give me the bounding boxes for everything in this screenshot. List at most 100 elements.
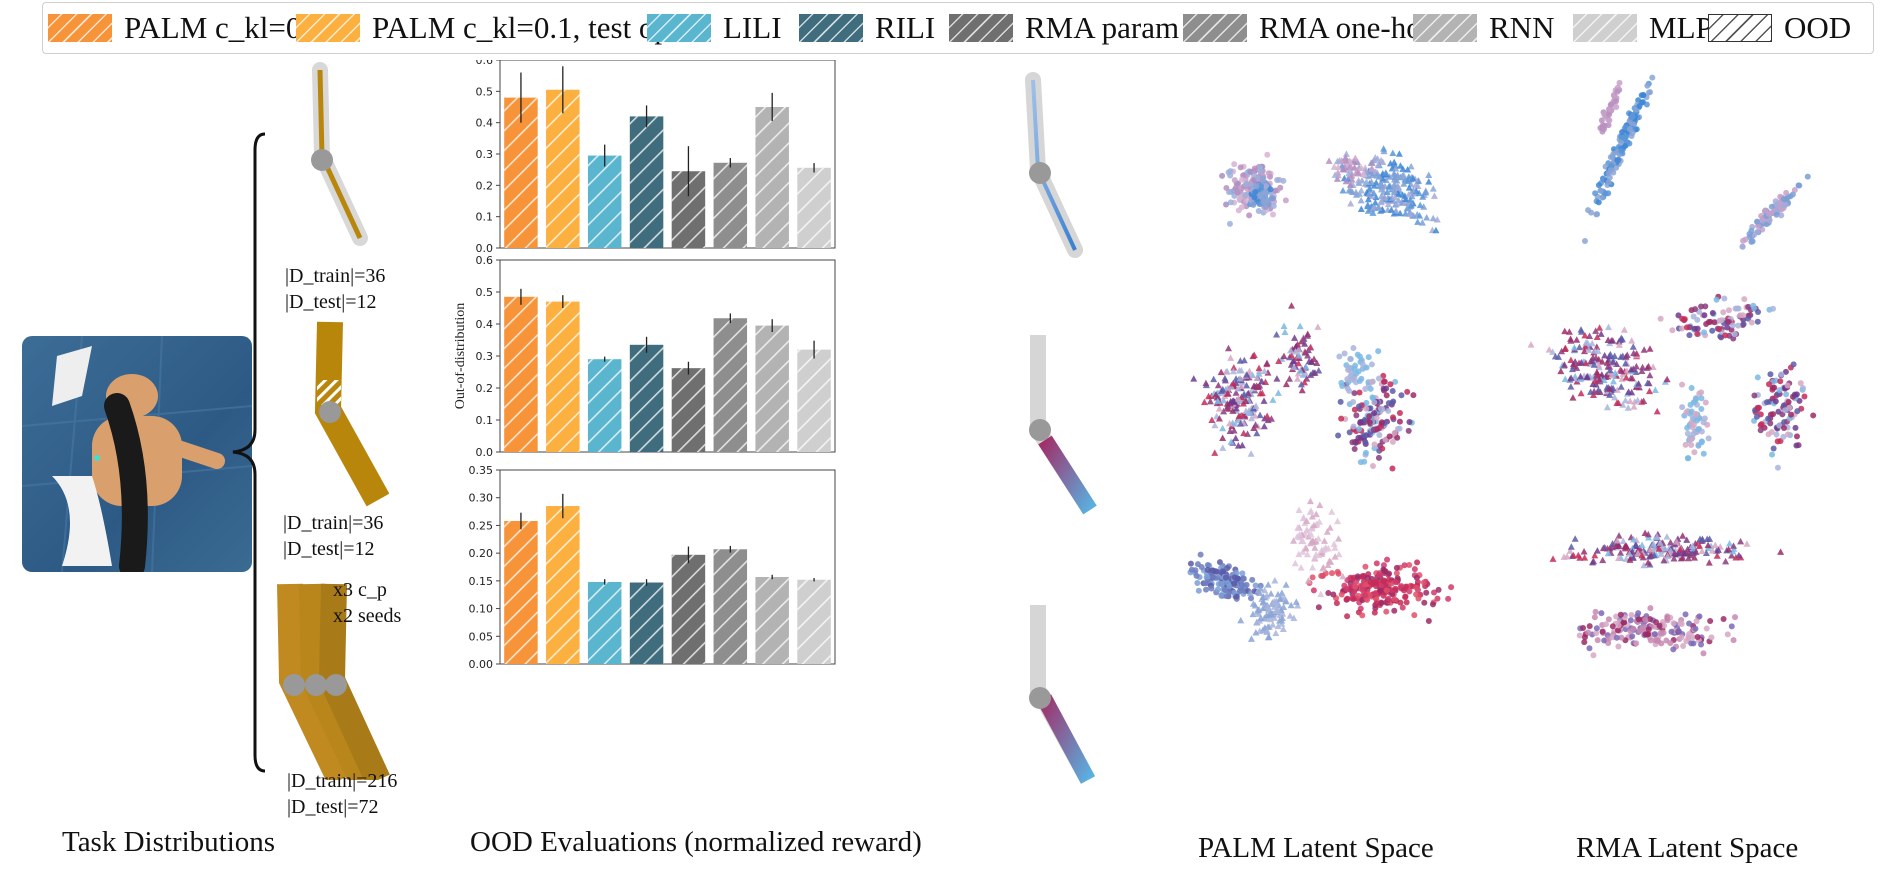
humanoid-scene [22,336,252,572]
ytick-label: 0.5 [476,286,494,299]
dataset-train-1: |D_train|=36 [285,265,386,287]
latent-cluster [1273,302,1323,394]
legend-label-5: RMA one-hot [1259,10,1431,45]
bar-hatch-4 [671,368,706,452]
legend-swatch-1 [296,14,360,42]
bar-hatch-6 [755,107,789,248]
legend-item-2: LILI [647,3,782,53]
dataset-test-2: |D_test|=12 [283,538,375,560]
latent-cluster [1581,74,1656,245]
bar-chart-1: 0.0 0.1 0.2 0.3 0.4 0.5 0.6 Out-of-distribution [455,254,836,459]
ytick-label: 0.2 [476,179,494,192]
bar-hatch-5 [713,318,748,452]
bar-hatch-6 [755,576,789,664]
latent-cluster [1527,323,1671,415]
bar-chart-2: 0.00 0.05 0.10 0.15 0.20 0.25 0.30 0.35 [469,464,836,671]
bar-hatch-5 [713,162,748,248]
ytick-label: 0.1 [476,211,494,224]
ytick-label: 0.35 [469,464,494,477]
latent-cluster [1190,344,1282,457]
legend-swatch-7 [1573,14,1637,42]
latent-cluster [1597,79,1623,135]
bar-hatch-3 [629,344,664,452]
ytick-label: 0.00 [469,658,494,671]
latent-cluster [1576,605,1739,659]
bar-hatch-7 [797,349,831,452]
ytick-label: 0.25 [469,519,494,532]
bar-chart-0: 0.0 0.1 0.2 0.3 0.4 0.5 0.6 [476,60,836,255]
ytick-label: 0.5 [476,85,494,98]
ytick-label: 0.10 [469,603,494,616]
legend-box: PALM c_kl=0.1 PALM c_kl=0.1, test opt LILI… [42,2,1874,54]
dataset-train-2: |D_train|=36 [283,512,384,534]
ytick-label: 0.3 [476,350,494,363]
latent-cluster [1679,381,1712,462]
caption-palm-latent: PALM Latent Space [1198,832,1434,864]
latent-cluster [1247,175,1277,211]
legend-swatch-5 [1183,14,1247,42]
caption-rma-latent: RMA Latent Space [1576,832,1799,864]
legend-item-6: RNN [1413,3,1554,53]
ytick-label: 0.4 [476,117,494,130]
dataset-label-3: |D_train|=216 |D_test|=72 [287,768,397,820]
multiplier-seeds: x2 seeds [333,605,402,627]
ytick-label: 0.0 [476,242,494,255]
bar-hatch-4 [671,554,706,664]
ytick-label: 0.1 [476,414,494,427]
bar-hatch-0 [504,520,538,664]
legend-label-8: OOD [1784,10,1852,45]
latent-scatter-panels [1187,74,1817,659]
y-axis-label: Out-of-distribution [455,303,468,410]
task-limbs [277,62,390,780]
dataset-train-3: |D_train|=216 [287,770,398,792]
latent-cluster [1549,529,1785,569]
legend-item-4: RMA param [949,3,1179,53]
bar-hatch-7 [797,579,831,664]
bar-hatch-1 [546,506,580,664]
ytick-label: 0.6 [476,60,494,67]
dataset-test-3: |D_test|=72 [287,796,379,818]
latent-cluster [1306,556,1455,625]
ytick-label: 0.20 [469,547,494,560]
ytick-label: 0.30 [469,492,494,505]
ytick-label: 0.0 [476,446,494,459]
legend-label-1: PALM c_kl=0.1, test opt [372,10,679,45]
bar-hatch-3 [629,116,664,249]
legend-swatch-4 [949,14,1013,42]
legend-item-3: RILI [799,3,935,53]
bar-hatch-2 [587,155,622,248]
ytick-label: 0.4 [476,318,494,331]
legend-item-0: PALM c_kl=0.1 [48,3,325,53]
dataset-test-1: |D_test|=12 [285,291,377,313]
ytick-label: 0.05 [469,630,494,643]
caption-task-distributions: Task Distributions [62,826,276,858]
bar-hatch-2 [587,581,622,664]
chart-frame-2 [499,469,836,665]
latent-cluster [1751,361,1817,471]
latent-cluster [1657,293,1777,342]
legend-item-8: OOD [1708,3,1851,53]
bar-hatch-2 [587,359,622,452]
legend-label-0: PALM c_kl=0.1 [124,10,325,45]
bar-hatch-1 [546,89,580,248]
task-brace [232,132,266,773]
legend-label-4: RMA param [1025,10,1180,45]
ytick-label: 0.6 [476,254,494,267]
legend-item-7: MLP [1573,3,1713,53]
caption-ood-evaluations: OOD Evaluations (normalized reward) [470,826,922,858]
latent-cluster [1739,173,1811,250]
dataset-label-2: |D_train|=36 |D_test|=12 [283,510,383,562]
ytick-label: 0.2 [476,382,494,395]
legend-swatch-3 [799,14,863,42]
bar-hatch-5 [713,549,748,664]
legend-swatch-2 [647,14,711,42]
humanoid-figure [22,336,252,572]
bar-hatch-6 [755,325,789,452]
legend-label-6: RNN [1489,10,1555,45]
latent-cluster [1237,576,1302,642]
legend-swatch-0 [48,14,112,42]
bar-hatch-1 [546,301,580,452]
legend-label-2: LILI [723,10,782,45]
legend-item-1: PALM c_kl=0.1, test opt [296,3,679,53]
multiplier-label: x3 c_p x2 seeds [333,577,401,629]
